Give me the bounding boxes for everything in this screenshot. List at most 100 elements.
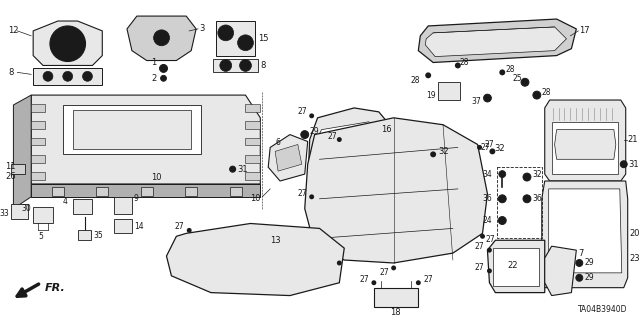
- Polygon shape: [31, 155, 45, 163]
- Text: 31: 31: [628, 160, 639, 169]
- Text: 27: 27: [486, 235, 495, 244]
- Text: 36: 36: [483, 194, 492, 203]
- Text: 33: 33: [0, 209, 10, 218]
- Polygon shape: [31, 104, 45, 112]
- Polygon shape: [419, 19, 577, 63]
- Polygon shape: [33, 68, 102, 85]
- Text: 20: 20: [630, 229, 640, 238]
- Circle shape: [159, 64, 168, 72]
- Text: 4: 4: [63, 197, 68, 206]
- Text: 27: 27: [481, 143, 490, 152]
- Polygon shape: [213, 59, 259, 72]
- Circle shape: [154, 30, 170, 46]
- Text: 7: 7: [579, 249, 584, 258]
- Polygon shape: [13, 95, 31, 209]
- Polygon shape: [230, 187, 241, 196]
- Polygon shape: [114, 219, 132, 234]
- Polygon shape: [542, 181, 628, 288]
- Text: 1: 1: [151, 58, 157, 67]
- Polygon shape: [275, 145, 302, 171]
- Text: 27: 27: [379, 268, 388, 277]
- Text: 27: 27: [175, 222, 184, 231]
- Polygon shape: [185, 187, 197, 196]
- Text: 3: 3: [199, 25, 204, 33]
- Circle shape: [490, 148, 495, 154]
- Text: 6: 6: [275, 138, 280, 147]
- Circle shape: [416, 280, 420, 285]
- Circle shape: [576, 274, 583, 281]
- Polygon shape: [268, 135, 308, 181]
- Polygon shape: [314, 122, 381, 199]
- Text: 31: 31: [237, 165, 248, 174]
- Text: 35: 35: [93, 231, 103, 240]
- Polygon shape: [12, 164, 25, 174]
- Polygon shape: [31, 172, 45, 180]
- Text: 2: 2: [151, 74, 157, 83]
- Text: 27: 27: [423, 275, 433, 284]
- Circle shape: [337, 137, 342, 142]
- Text: 25: 25: [513, 74, 522, 83]
- Text: 29: 29: [310, 127, 319, 136]
- Text: 8: 8: [8, 68, 14, 77]
- Polygon shape: [73, 110, 191, 149]
- Polygon shape: [33, 21, 102, 65]
- Text: 17: 17: [579, 26, 590, 35]
- Polygon shape: [246, 104, 260, 112]
- Circle shape: [430, 152, 436, 157]
- Text: 8: 8: [260, 61, 266, 70]
- Text: 22: 22: [507, 262, 517, 271]
- Text: 27: 27: [297, 189, 307, 198]
- Text: 29: 29: [584, 273, 594, 282]
- Polygon shape: [246, 137, 260, 145]
- Text: FR.: FR.: [45, 283, 66, 293]
- Polygon shape: [308, 108, 394, 214]
- Polygon shape: [246, 121, 260, 129]
- Text: 28: 28: [542, 88, 551, 97]
- Polygon shape: [555, 130, 616, 159]
- Circle shape: [43, 71, 53, 81]
- Circle shape: [499, 217, 506, 225]
- Text: 32: 32: [438, 147, 449, 156]
- Text: 15: 15: [259, 34, 269, 43]
- Circle shape: [391, 265, 396, 271]
- Polygon shape: [216, 21, 255, 56]
- Text: 10: 10: [250, 194, 260, 203]
- Text: 16: 16: [381, 125, 392, 134]
- Polygon shape: [548, 189, 622, 273]
- Polygon shape: [545, 100, 626, 181]
- Polygon shape: [12, 204, 28, 219]
- Circle shape: [220, 60, 232, 71]
- Polygon shape: [246, 172, 260, 180]
- Polygon shape: [246, 155, 260, 163]
- Circle shape: [576, 260, 583, 266]
- Circle shape: [50, 26, 86, 62]
- Circle shape: [425, 72, 431, 78]
- Circle shape: [161, 75, 166, 81]
- Text: 32: 32: [533, 170, 543, 179]
- Polygon shape: [141, 187, 153, 196]
- Polygon shape: [31, 137, 45, 145]
- Text: 12: 12: [8, 26, 19, 35]
- Circle shape: [620, 161, 627, 168]
- Circle shape: [480, 234, 485, 239]
- Circle shape: [309, 194, 314, 199]
- Circle shape: [477, 145, 482, 150]
- Polygon shape: [127, 16, 196, 61]
- Polygon shape: [438, 82, 460, 100]
- Circle shape: [187, 228, 191, 233]
- Polygon shape: [33, 207, 53, 224]
- Circle shape: [230, 166, 236, 172]
- Circle shape: [455, 63, 461, 68]
- Text: 14: 14: [134, 222, 143, 231]
- Circle shape: [301, 131, 308, 138]
- Text: 27: 27: [484, 140, 494, 149]
- Circle shape: [483, 94, 492, 102]
- Text: 26: 26: [6, 172, 16, 181]
- Circle shape: [487, 268, 492, 273]
- Polygon shape: [545, 246, 577, 296]
- Polygon shape: [488, 240, 545, 293]
- Text: TA04B3940D: TA04B3940D: [578, 305, 628, 314]
- Polygon shape: [31, 95, 260, 184]
- Circle shape: [239, 60, 252, 71]
- Polygon shape: [305, 118, 488, 263]
